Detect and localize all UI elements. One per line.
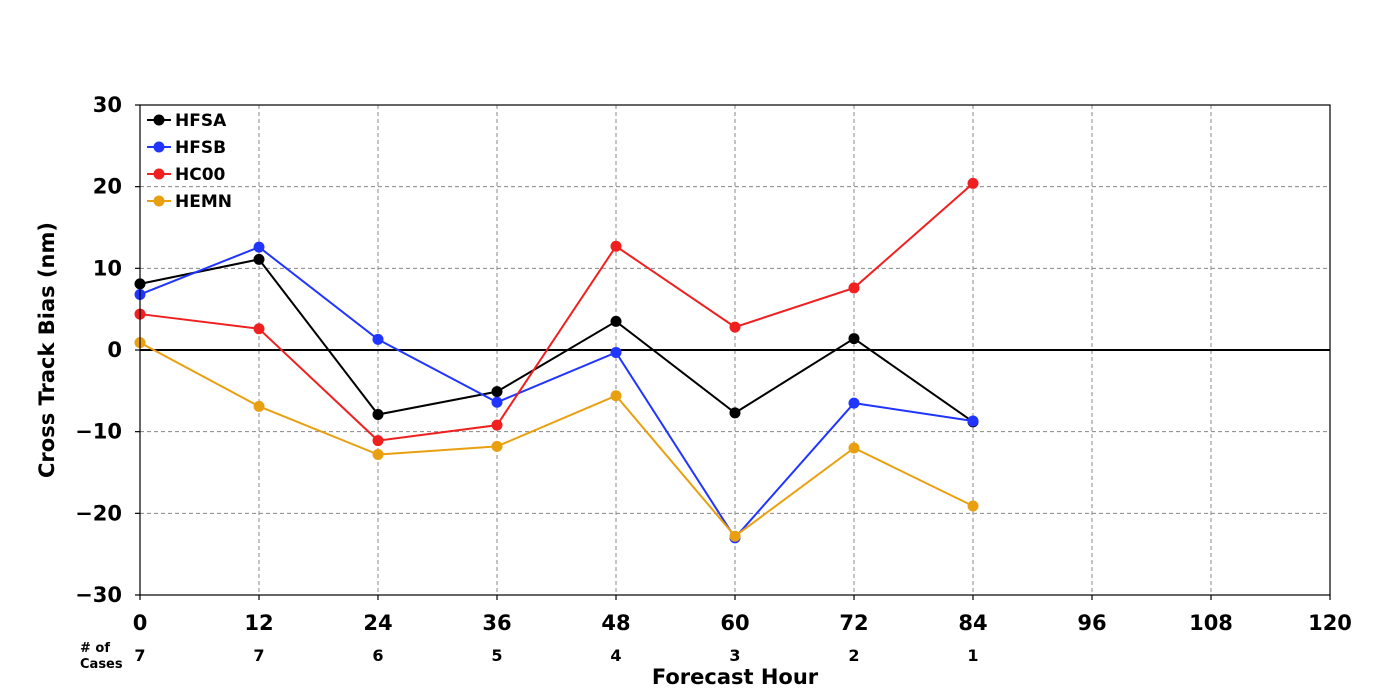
legend-swatch-marker xyxy=(153,114,165,126)
case-count: 3 xyxy=(729,646,740,665)
x-tick-labels: 0 12 24 36 48 60 72 84 96 108 120 xyxy=(133,595,1352,635)
legend-item: HFSA xyxy=(147,111,227,131)
data-point xyxy=(729,407,741,419)
case-count: 6 xyxy=(372,646,383,665)
data-point xyxy=(372,449,384,461)
x-axis-title: Forecast Hour xyxy=(652,665,819,689)
legend-item: HC00 xyxy=(147,165,226,185)
y-tick-label: −10 xyxy=(75,420,122,444)
legend-swatch-marker xyxy=(153,195,165,207)
data-point xyxy=(253,323,265,335)
data-point xyxy=(610,390,622,402)
y-tick-labels: 30 20 10 0 −10 −20 −30 xyxy=(75,93,140,607)
legend-label: HEMN xyxy=(175,192,232,212)
data-point xyxy=(491,419,503,431)
data-point xyxy=(372,333,384,345)
data-point xyxy=(729,321,741,333)
series-line xyxy=(139,182,974,442)
legend-label: HFSB xyxy=(175,138,226,158)
data-point xyxy=(967,177,979,189)
data-point xyxy=(253,241,265,253)
y-tick-label: 20 xyxy=(93,175,122,199)
data-point xyxy=(491,440,503,452)
data-point xyxy=(491,386,503,398)
case-count: 4 xyxy=(610,646,621,665)
data-point xyxy=(967,415,979,427)
data-point xyxy=(848,397,860,409)
x-tick-label: 120 xyxy=(1308,611,1352,635)
data-point xyxy=(610,240,622,252)
legend-item: HFSB xyxy=(147,138,226,158)
data-point xyxy=(848,282,860,294)
case-count: 5 xyxy=(491,646,502,665)
data-point xyxy=(253,400,265,412)
x-tick-label: 24 xyxy=(363,611,392,635)
legend-swatch-marker xyxy=(153,168,165,180)
series-line xyxy=(139,245,974,540)
case-count: 7 xyxy=(134,646,145,665)
x-tick-label: 108 xyxy=(1189,611,1233,635)
data-point xyxy=(491,396,503,408)
case-count: 1 xyxy=(967,646,978,665)
legend-label: HFSA xyxy=(175,111,227,131)
cases-label-line1: # of xyxy=(80,641,110,656)
data-point xyxy=(848,442,860,454)
y-axis-title: Cross Track Bias (nm) xyxy=(35,222,59,478)
case-count: 2 xyxy=(848,646,859,665)
series-line xyxy=(139,341,974,538)
legend-swatch-marker xyxy=(153,141,165,153)
legend-item: HEMN xyxy=(147,192,232,212)
legend-label: HC00 xyxy=(175,165,226,185)
x-tick-label: 60 xyxy=(720,611,749,635)
y-tick-label: 10 xyxy=(93,256,122,280)
data-point xyxy=(610,346,622,358)
x-tick-label: 12 xyxy=(244,611,273,635)
data-point xyxy=(729,530,741,542)
series-layer xyxy=(134,177,979,544)
data-point xyxy=(967,500,979,512)
series-hemn xyxy=(134,337,979,542)
data-point xyxy=(372,409,384,421)
data-point xyxy=(610,315,622,327)
data-point xyxy=(253,253,265,265)
x-tick-label: 0 xyxy=(133,611,148,635)
case-counts: 7 7 6 5 4 3 2 1 xyxy=(134,646,978,665)
y-tick-label: 30 xyxy=(93,93,122,117)
series-hc00 xyxy=(134,177,979,447)
data-point xyxy=(372,435,384,447)
y-tick-label: −20 xyxy=(75,501,122,525)
y-tick-label: 0 xyxy=(107,338,122,362)
x-tick-label: 96 xyxy=(1077,611,1106,635)
x-tick-label: 72 xyxy=(839,611,868,635)
x-tick-label: 36 xyxy=(482,611,511,635)
x-tick-label: 84 xyxy=(958,611,987,635)
data-point xyxy=(848,333,860,345)
cases-label-line2: Cases xyxy=(80,657,123,672)
x-tick-label: 48 xyxy=(601,611,630,635)
y-tick-label: −30 xyxy=(75,583,122,607)
case-count: 7 xyxy=(253,646,264,665)
legend: HFSA HFSB HC00 HEMN xyxy=(147,111,232,212)
series-line xyxy=(139,258,974,423)
